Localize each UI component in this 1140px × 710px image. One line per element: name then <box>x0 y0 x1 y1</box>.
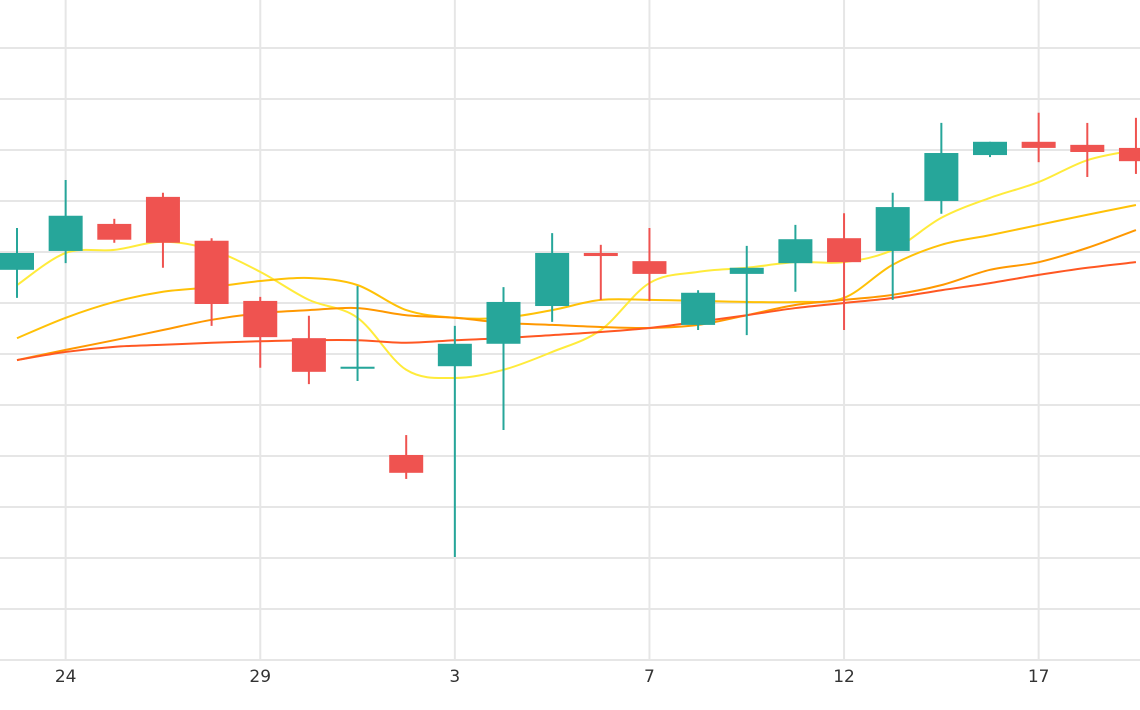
candle-body <box>1118 147 1140 162</box>
x-tick-label: 17 <box>1028 667 1050 687</box>
candle-body <box>1021 141 1056 148</box>
candle-body <box>729 267 764 274</box>
candle-body <box>340 366 375 369</box>
candle-body <box>389 454 424 473</box>
x-tick-label: 29 <box>249 667 271 687</box>
candle-body <box>827 238 862 263</box>
candle-body <box>875 207 910 251</box>
candle-body <box>0 252 34 270</box>
candle-body <box>194 240 229 304</box>
candle-body <box>291 338 326 372</box>
x-tick-label: 24 <box>55 667 77 687</box>
x-tick-label: 3 <box>449 667 460 687</box>
candle-body <box>924 153 959 201</box>
candle-body <box>632 261 667 274</box>
candle-body <box>681 292 716 325</box>
x-tick-label: 7 <box>644 667 655 687</box>
candle-body <box>97 223 132 240</box>
candle-body <box>583 252 618 257</box>
x-tick-label: 12 <box>833 667 855 687</box>
candle-body <box>145 196 180 243</box>
candle-body <box>1070 144 1105 152</box>
candle-body <box>486 301 521 344</box>
candle-body <box>437 343 472 367</box>
ma-line <box>16 204 1137 340</box>
candle-body <box>48 215 83 251</box>
candle-body <box>243 300 278 338</box>
candle-body <box>778 239 813 264</box>
candle-body <box>973 141 1007 156</box>
candle-body <box>535 252 570 307</box>
ma-line <box>16 261 1137 362</box>
ma-line <box>16 229 1137 362</box>
